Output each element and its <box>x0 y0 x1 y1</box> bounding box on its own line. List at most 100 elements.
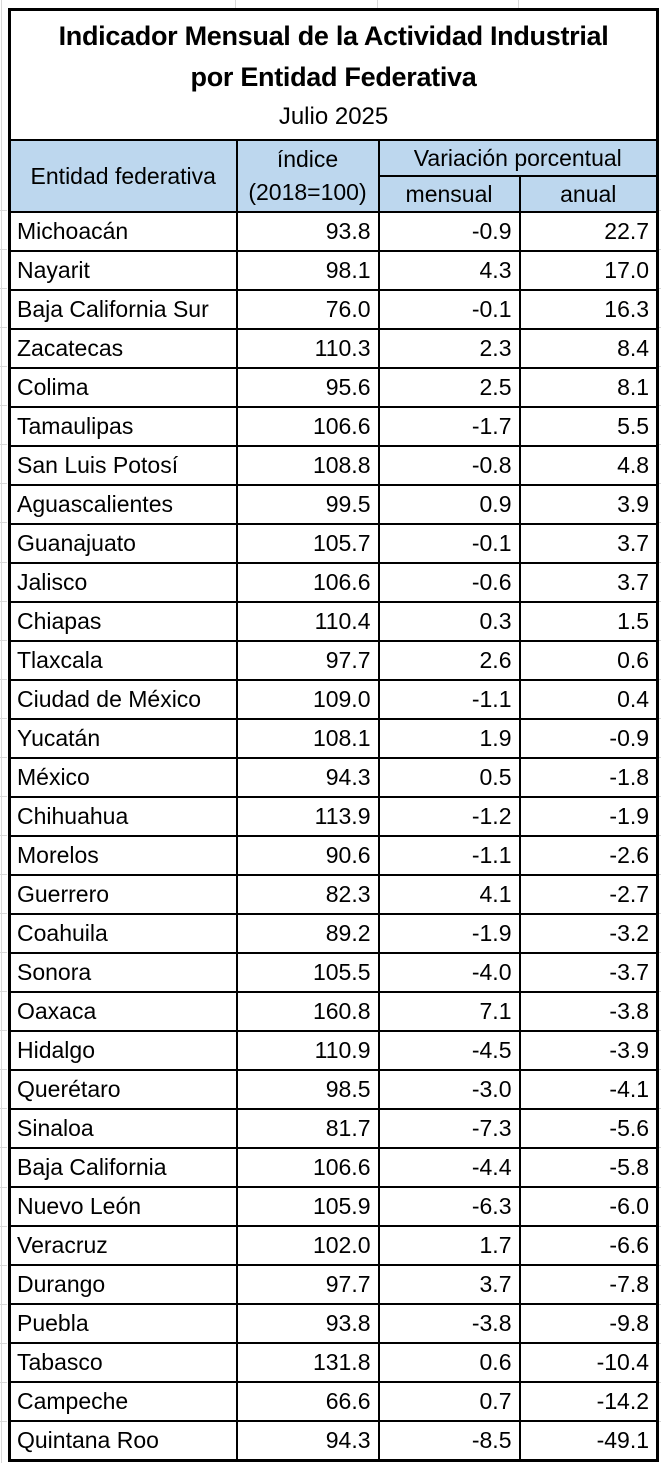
margin-gridline-stub <box>0 1147 7 1148</box>
cell-monthly-variation: -1.2 <box>377 796 521 837</box>
cell-annual-variation: 8.1 <box>518 367 659 408</box>
cell-entity: Quintana Roo <box>8 1420 238 1462</box>
table-row: Yucatán 108.1 1.9 -0.9 <box>8 718 659 759</box>
title-row: Indicador Mensual de la Actividad Indust… <box>8 8 659 141</box>
cell-index: 131.8 <box>235 1342 380 1383</box>
cell-index: 97.7 <box>235 1264 380 1305</box>
cell-index: 102.0 <box>235 1225 380 1266</box>
cell-entity: Sonora <box>8 952 238 993</box>
cell-entity: Yucatán <box>8 718 238 759</box>
table-row: Quintana Roo 94.3 -8.5 -49.1 <box>8 1420 659 1462</box>
col-header-entidad: Entidad federativa <box>8 139 238 213</box>
cell-annual-variation: 3.9 <box>518 484 659 525</box>
cell-monthly-variation: -0.1 <box>377 289 521 330</box>
cell-entity: Chiapas <box>8 601 238 642</box>
imai-table: Indicador Mensual de la Actividad Indust… <box>8 8 660 1462</box>
table-title-line2: por Entidad Federativa <box>190 62 477 92</box>
cell-index: 110.9 <box>235 1030 380 1071</box>
cell-entity: Campeche <box>8 1381 238 1422</box>
margin-gridline-stub <box>0 835 7 836</box>
cell-entity: Baja California <box>8 1147 238 1188</box>
cell-entity: Tamaulipas <box>8 406 238 447</box>
cell-annual-variation: 4.8 <box>518 445 659 486</box>
cell-entity: Nuevo León <box>8 1186 238 1227</box>
cell-monthly-variation: 1.9 <box>377 718 521 759</box>
cell-index: 82.3 <box>235 874 380 915</box>
table-row: Hidalgo 110.9 -4.5 -3.9 <box>8 1030 659 1071</box>
margin-gridline-stub <box>0 796 7 797</box>
cell-entity: Guanajuato <box>8 523 238 564</box>
table-head-section: Indicador Mensual de la Actividad Indust… <box>8 8 659 213</box>
cell-annual-variation: -5.6 <box>518 1108 659 1149</box>
margin-gridline-stub <box>377 0 378 8</box>
cell-monthly-variation: 4.1 <box>377 874 521 915</box>
margin-gridline-stub <box>0 522 7 523</box>
cell-annual-variation: -6.0 <box>518 1186 659 1227</box>
margin-gridline-stub <box>518 0 519 8</box>
margin-gridline-stub <box>0 366 7 367</box>
cell-annual-variation: 3.7 <box>518 523 659 564</box>
margin-gridline-stub <box>0 874 7 875</box>
table-row: San Luis Potosí 108.8 -0.8 4.8 <box>8 445 659 486</box>
cell-entity: Zacatecas <box>8 328 238 369</box>
margin-gridline-stub <box>0 249 7 250</box>
cell-annual-variation: -3.2 <box>518 913 659 954</box>
cell-annual-variation: 8.4 <box>518 328 659 369</box>
margin-gridline-stub <box>235 0 236 8</box>
cell-monthly-variation: 2.6 <box>377 640 521 681</box>
col-header-indice: índice (2018=100) <box>235 139 380 213</box>
cell-entity: Sinaloa <box>8 1108 238 1149</box>
cell-monthly-variation: 7.1 <box>377 991 521 1032</box>
cell-index: 106.6 <box>235 406 380 447</box>
cell-index: 98.1 <box>235 250 380 291</box>
cell-monthly-variation: -0.8 <box>377 445 521 486</box>
cell-annual-variation: 5.5 <box>518 406 659 447</box>
cell-annual-variation: -10.4 <box>518 1342 659 1383</box>
margin-gridline-stub <box>0 718 7 719</box>
table-row: Jalisco 106.6 -0.6 3.7 <box>8 562 659 603</box>
table-row: Chiapas 110.4 0.3 1.5 <box>8 601 659 642</box>
table-row: Michoacán 93.8 -0.9 22.7 <box>8 211 659 252</box>
cell-entity: Guerrero <box>8 874 238 915</box>
table-title-line1: Indicador Mensual de la Actividad Indust… <box>58 21 609 51</box>
cell-entity: Nayarit <box>8 250 238 291</box>
margin-gridline-stub <box>0 405 7 406</box>
cell-entity: Baja California Sur <box>8 289 238 330</box>
cell-monthly-variation: -0.1 <box>377 523 521 564</box>
cell-annual-variation: -14.2 <box>518 1381 659 1422</box>
margin-gridline-stub <box>0 1030 7 1031</box>
table-row: México 94.3 0.5 -1.8 <box>8 757 659 798</box>
cell-entity: Michoacán <box>8 211 238 252</box>
cell-entity: Jalisco <box>8 562 238 603</box>
cell-entity: Coahuila <box>8 913 238 954</box>
cell-monthly-variation: -4.0 <box>377 952 521 993</box>
table-row: Sinaloa 81.7 -7.3 -5.6 <box>8 1108 659 1149</box>
cell-annual-variation: -3.9 <box>518 1030 659 1071</box>
cell-entity: Tlaxcala <box>8 640 238 681</box>
cell-monthly-variation: 0.9 <box>377 484 521 525</box>
table-row: Chihuahua 113.9 -1.2 -1.9 <box>8 796 659 837</box>
margin-gridline-stub <box>0 679 7 680</box>
cell-monthly-variation: 4.3 <box>377 250 521 291</box>
cell-entity: Querétaro <box>8 1069 238 1110</box>
table-row: Nuevo León 105.9 -6.3 -6.0 <box>8 1186 659 1227</box>
margin-gridline-stub <box>0 1226 7 1227</box>
table-row: Zacatecas 110.3 2.3 8.4 <box>8 328 659 369</box>
table-row: Baja California Sur 76.0 -0.1 16.3 <box>8 289 659 330</box>
margin-gridline-stub <box>0 640 7 641</box>
table-period: Julio 2025 <box>278 103 389 130</box>
margin-gridline-stub <box>0 210 7 211</box>
margin-gridline-stub <box>0 1069 7 1070</box>
margin-gridline-stub <box>0 288 7 289</box>
cell-entity: Veracruz <box>8 1225 238 1266</box>
cell-index: 98.5 <box>235 1069 380 1110</box>
cell-index: 106.6 <box>235 562 380 603</box>
cell-monthly-variation: -3.8 <box>377 1303 521 1344</box>
header-row-1: Entidad federativa índice (2018=100) Var… <box>8 139 659 213</box>
cell-monthly-variation: 0.5 <box>377 757 521 798</box>
table-row: Puebla 93.8 -3.8 -9.8 <box>8 1303 659 1344</box>
cell-monthly-variation: 0.6 <box>377 1342 521 1383</box>
cell-index: 94.3 <box>235 757 380 798</box>
cell-index: 113.9 <box>235 796 380 837</box>
